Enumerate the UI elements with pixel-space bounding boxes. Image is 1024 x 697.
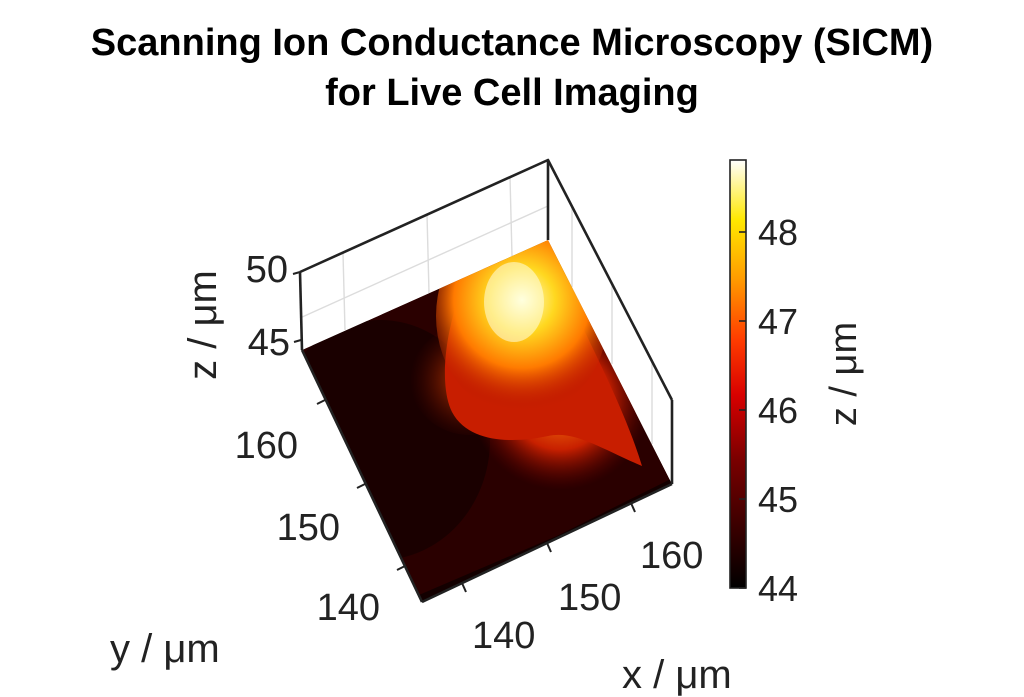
- colorbar-tick-label: 47: [758, 301, 798, 342]
- z-tick-label: 50: [246, 249, 288, 291]
- z-axis-label: z / μm: [181, 270, 225, 380]
- colorbar: [729, 159, 747, 589]
- y-tick-label: 140: [317, 587, 380, 629]
- colorbar-tick-label: 46: [758, 390, 798, 431]
- x-tick-label: 150: [558, 577, 621, 619]
- chart-title-line-2: for Live Cell Imaging: [325, 72, 699, 114]
- back-pane-right: [548, 160, 672, 484]
- y-tick-label: 150: [277, 507, 340, 549]
- colorbar-tick-label: 45: [758, 479, 798, 520]
- chart-title: Scanning Ion Conductance Microscopy (SIC…: [0, 18, 1024, 118]
- back-pane-left: [300, 160, 548, 350]
- chart-title-line-1: Scanning Ion Conductance Microscopy (SIC…: [90, 22, 934, 64]
- z-axis-ticks: [292, 271, 302, 343]
- y-tick-label: 160: [235, 425, 298, 467]
- x-axis-label: x / μm: [622, 653, 732, 697]
- colorbar-ticks: [739, 231, 746, 589]
- z-tick-label: 45: [248, 322, 290, 364]
- x-tick-label: 160: [640, 535, 703, 577]
- surface-plot: [302, 240, 672, 602]
- x-axis-ticks: [461, 502, 636, 593]
- y-axis-label: y / μm: [110, 627, 220, 671]
- colorbar-label: z / μm: [823, 322, 865, 426]
- y-axis-ticks: [316, 399, 406, 571]
- x-tick-label: 140: [472, 615, 535, 657]
- back-grid: [299, 176, 653, 444]
- colorbar-tick-label: 48: [758, 212, 798, 253]
- colorbar-tick-label: 44: [758, 568, 798, 609]
